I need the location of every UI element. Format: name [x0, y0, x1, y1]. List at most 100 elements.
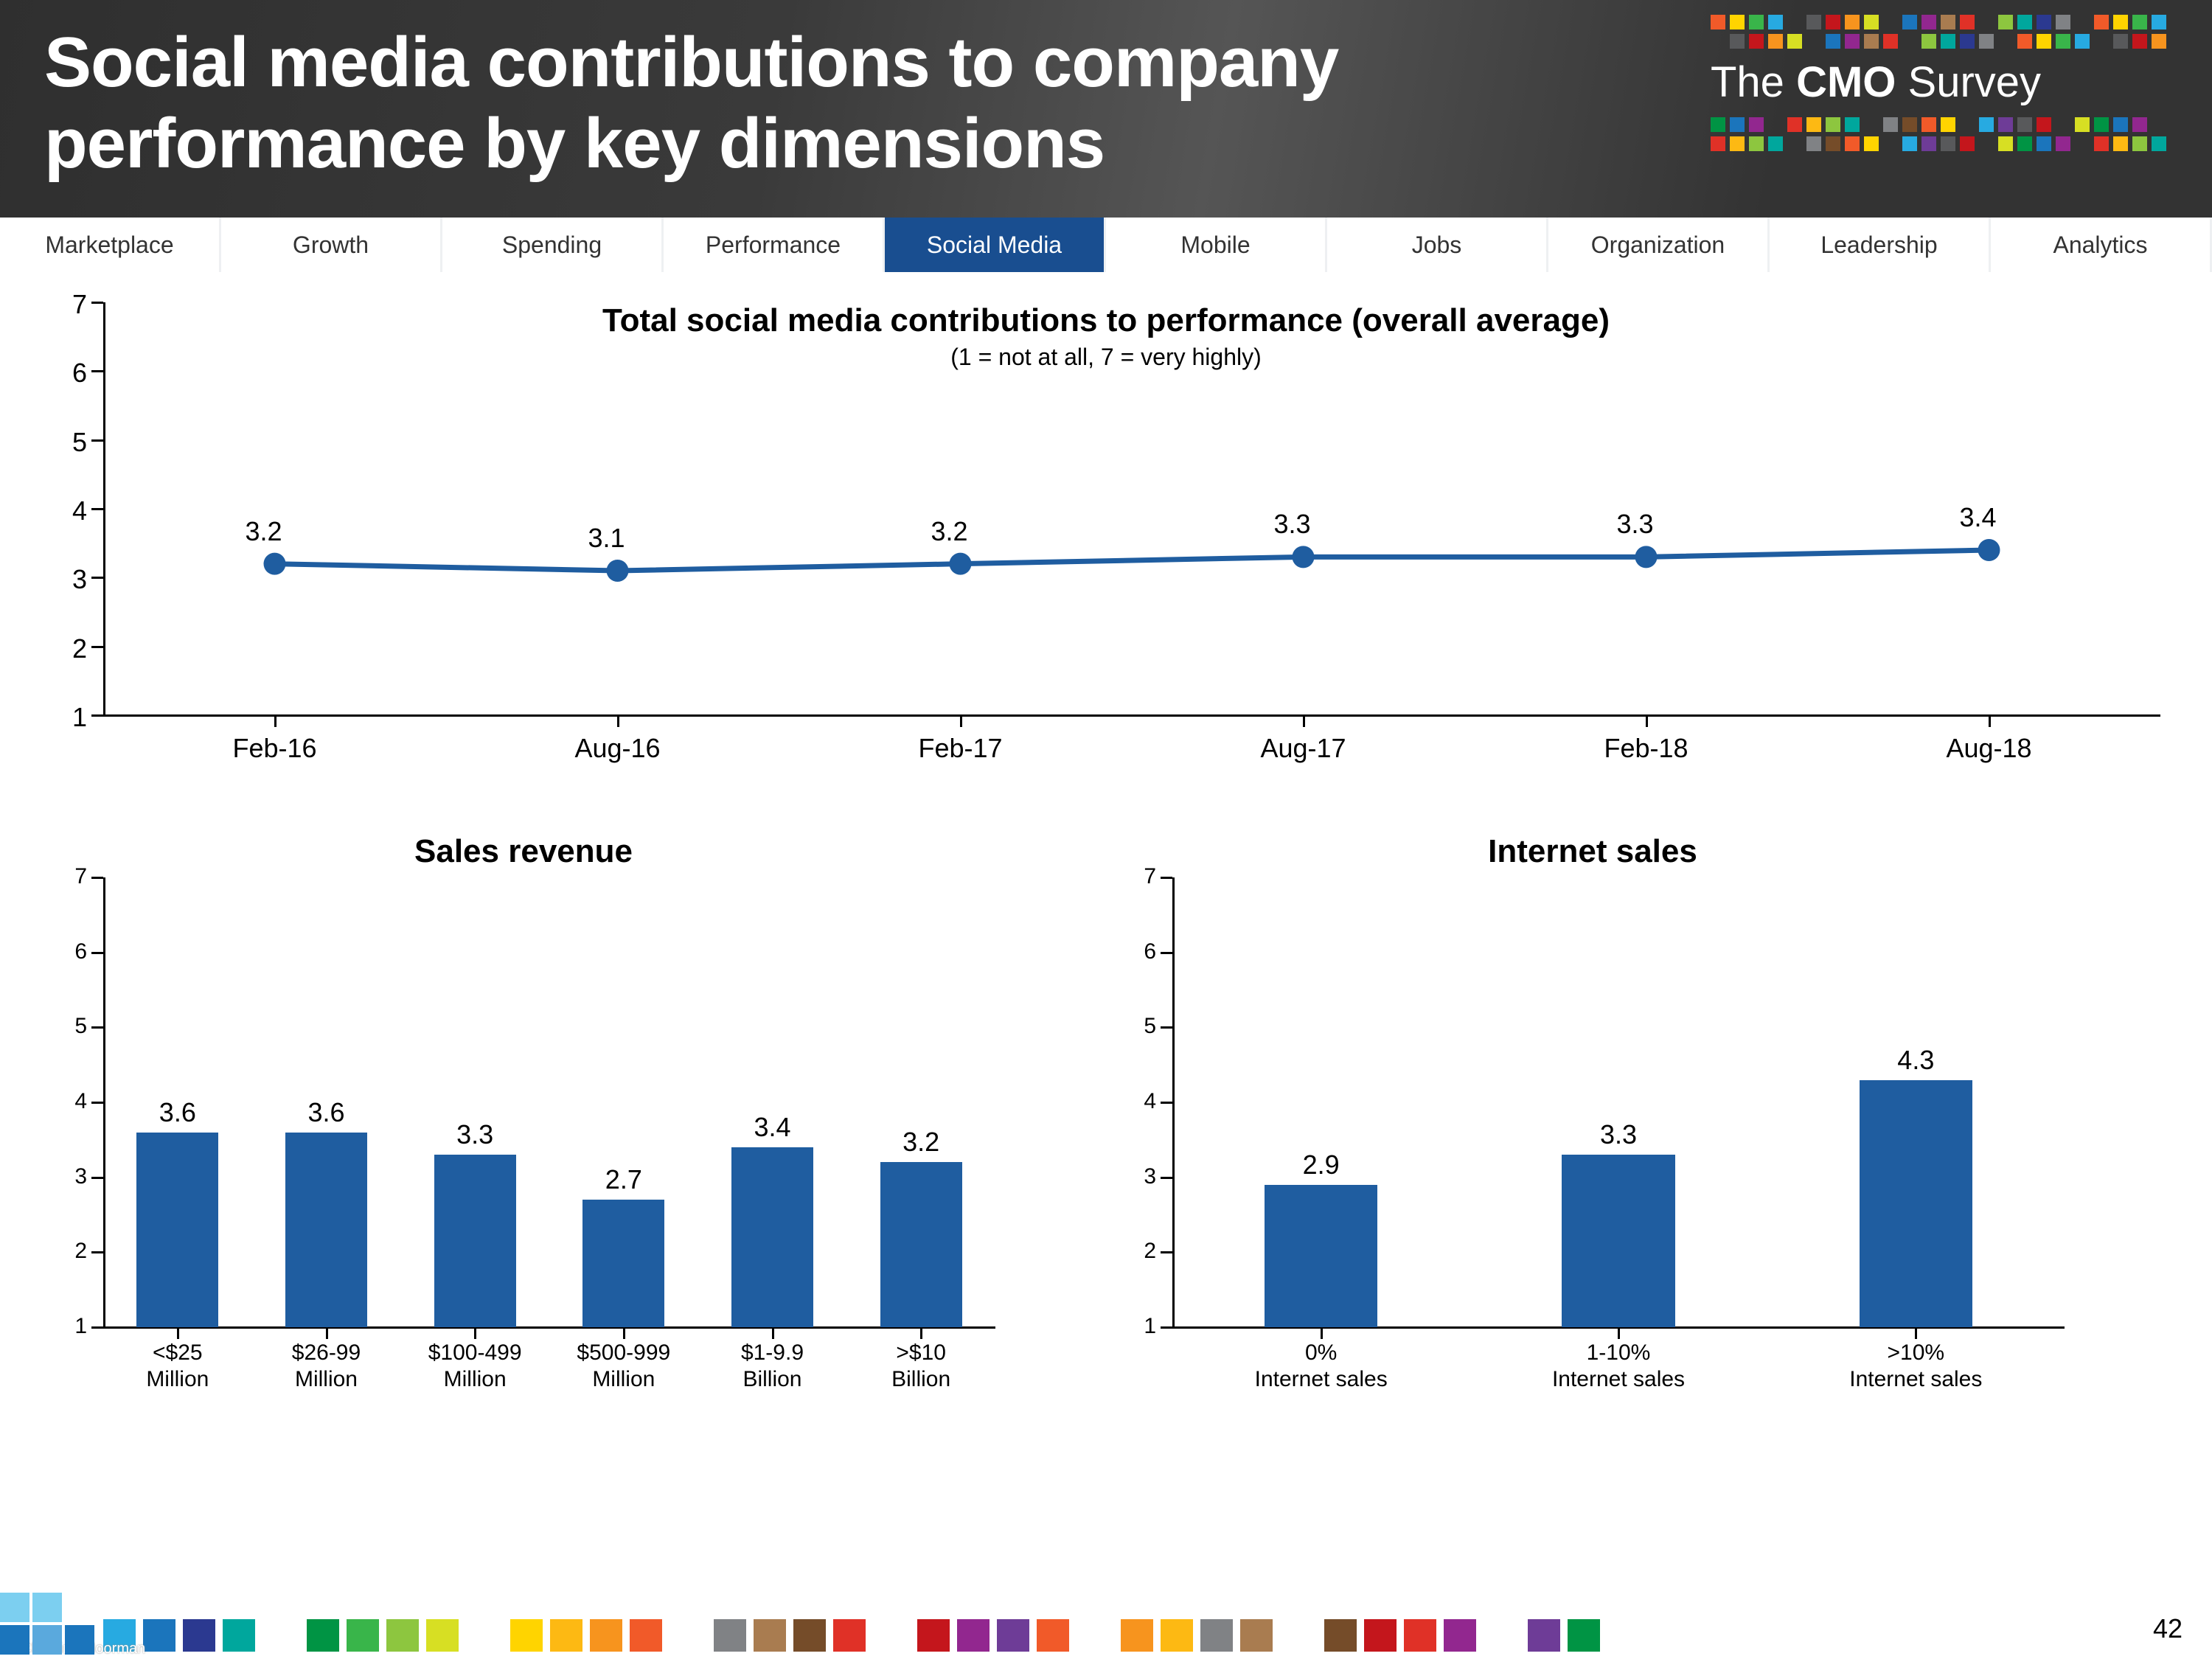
nav-tab-performance[interactable]: Performance [664, 218, 885, 272]
y-axis-tick [1161, 1326, 1172, 1329]
bar-right-title: Internet sales [1113, 833, 2072, 870]
logo-square-icon [1845, 34, 1860, 49]
logo-square-icon [1711, 117, 1725, 132]
footer-square-icon [917, 1619, 950, 1652]
x-axis-tick-label: $26-99 [252, 1340, 401, 1366]
y-axis-tick-label: 4 [1144, 1089, 1156, 1114]
data-label: 3.6 [141, 1097, 215, 1128]
nav-tab-jobs[interactable]: Jobs [1327, 218, 1548, 272]
logo-square-icon [1960, 15, 1975, 29]
logo-square-icon [2037, 117, 2051, 132]
logo-square-icon [1902, 136, 1917, 151]
logo-square-icon [1845, 136, 1860, 151]
logo-square-icon [1864, 136, 1879, 151]
bar-left-title: Sales revenue [44, 833, 1003, 870]
nav-tab-mobile[interactable]: Mobile [1106, 218, 1327, 272]
footer-square-icon [793, 1619, 826, 1652]
footer-square-icon [1324, 1619, 1357, 1652]
y-axis-tick-label: 6 [72, 358, 87, 389]
logo-square-icon [1921, 34, 1936, 49]
bar [136, 1133, 218, 1327]
footer-square-icon [510, 1619, 543, 1652]
footer-square-icon [1568, 1619, 1600, 1652]
footer-square-icon [1444, 1619, 1476, 1652]
logo-square-icon [2017, 34, 2032, 49]
nav-tab-social-media[interactable]: Social Media [885, 218, 1106, 272]
y-axis-tick [1161, 1251, 1172, 1253]
bar-left-plot: 12345673.6<$25Million3.6$26-99Million3.3… [103, 877, 995, 1327]
y-axis-tick-label: 4 [74, 1089, 87, 1114]
x-axis-tick [326, 1327, 328, 1339]
y-axis-tick [91, 439, 103, 442]
y-axis-tick-label: 1 [1144, 1314, 1156, 1339]
x-axis-tick [623, 1327, 625, 1339]
nav-tab-marketplace[interactable]: Marketplace [0, 218, 221, 272]
x-axis-tick-label-line2: Internet sales [1767, 1367, 2065, 1392]
nav-tab-organization[interactable]: Organization [1548, 218, 1770, 272]
logo-square-icon [2017, 136, 2032, 151]
logo-square-icon [1730, 34, 1745, 49]
nav-tab-analytics[interactable]: Analytics [1991, 218, 2212, 272]
x-axis-tick-label-line2: Million [400, 1367, 549, 1392]
data-label: 2.9 [1284, 1150, 1358, 1180]
logo-square-icon [1921, 15, 1936, 29]
data-label: 3.3 [1582, 1119, 1655, 1150]
data-label: 3.3 [438, 1119, 512, 1150]
footer-square-icon [1240, 1619, 1273, 1652]
nav-tab-growth[interactable]: Growth [221, 218, 442, 272]
x-axis-tick-label: $100-499 [400, 1340, 549, 1366]
x-axis-tick-label: Feb-18 [1595, 733, 1698, 764]
y-axis-tick [91, 1026, 103, 1029]
logo-square-icon [1941, 136, 1955, 151]
bar [1562, 1155, 1674, 1327]
logo-square-icon [2094, 136, 2109, 151]
footer-square-icon [386, 1619, 419, 1652]
x-axis-tick [1989, 715, 1991, 727]
data-label: 3.2 [931, 516, 968, 547]
footer-square-icon [754, 1619, 786, 1652]
corner-square-icon [32, 1625, 62, 1655]
footer-square-icon [347, 1619, 379, 1652]
page-number: 42 [2153, 1613, 2183, 1644]
x-axis-tick-label: Aug-17 [1252, 733, 1355, 764]
footer-square-icon [1161, 1619, 1193, 1652]
logo-square-icon [2017, 117, 2032, 132]
y-axis-tick-label: 1 [72, 702, 87, 733]
x-axis-tick-label-line2: Internet sales [1172, 1367, 1470, 1392]
corner-square-icon [32, 1593, 62, 1622]
nav-tab-spending[interactable]: Spending [442, 218, 664, 272]
x-axis-tick [1646, 715, 1648, 727]
y-axis-tick [91, 1326, 103, 1329]
logo-square-icon [1921, 136, 1936, 151]
y-axis-tick-label: 2 [1144, 1239, 1156, 1264]
y-axis-tick-label: 7 [1144, 864, 1156, 889]
y-axis-tick-label: 3 [72, 564, 87, 595]
y-axis-tick [91, 302, 103, 304]
x-axis-tick-label: >$10 [846, 1340, 995, 1366]
x-axis-tick-label: 1-10% [1470, 1340, 1767, 1366]
x-axis-tick-label: <$25 [103, 1340, 252, 1366]
logo-square-icon [1979, 117, 1994, 132]
logo: The CMO Survey [1711, 15, 2183, 160]
y-axis-tick [91, 1177, 103, 1179]
logo-square-icon [2132, 117, 2147, 132]
footer-square-icon [590, 1619, 622, 1652]
logo-square-icon [1806, 136, 1821, 151]
y-axis-tick-label: 4 [72, 495, 87, 526]
logo-square-icon [2037, 136, 2051, 151]
logo-square-icon [1902, 117, 1917, 132]
x-axis-tick [1321, 1327, 1323, 1339]
nav-tab-leadership[interactable]: Leadership [1770, 218, 1991, 272]
logo-square-icon [1749, 15, 1764, 29]
x-axis-tick-label: $1-9.9 [698, 1340, 847, 1366]
logo-square-icon [2094, 117, 2109, 132]
logo-text: The CMO Survey [1711, 58, 2183, 107]
y-axis-tick [1161, 1102, 1172, 1104]
logo-squares-top [1711, 15, 2183, 49]
data-label: 3.1 [588, 523, 625, 554]
logo-square-icon [2152, 15, 2166, 29]
bar [285, 1133, 367, 1327]
logo-square-icon [1768, 15, 1783, 29]
logo-square-icon [2056, 15, 2070, 29]
y-axis-tick [91, 1251, 103, 1253]
